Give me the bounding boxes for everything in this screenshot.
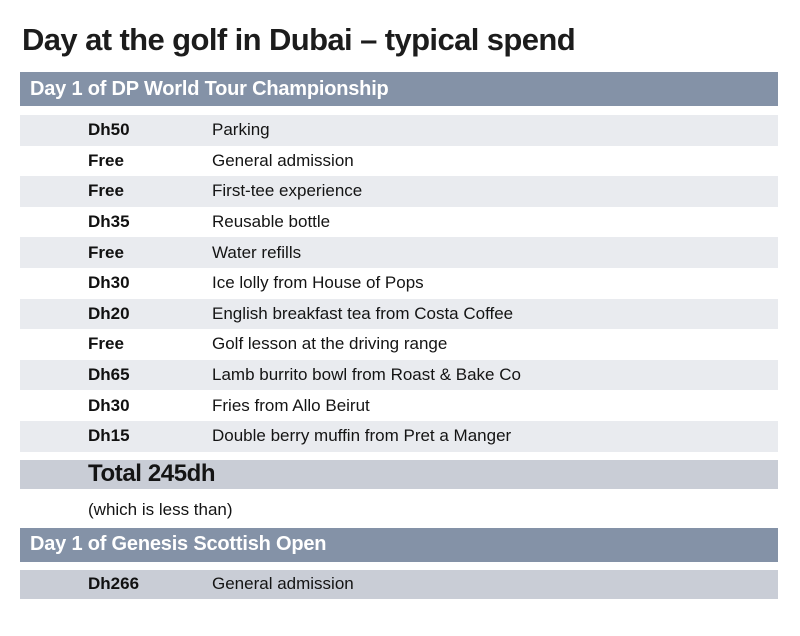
price-cell: Free	[88, 181, 124, 201]
table-row: Dh15 Double berry muffin from Pret a Mang…	[20, 420, 778, 452]
table-row: Free Golf lesson at the driving range	[20, 329, 778, 360]
page-title: Day at the golf in Dubai – typical spend	[22, 22, 576, 57]
price-cell: Dh65	[88, 365, 130, 385]
price-cell: Dh30	[88, 273, 130, 293]
price-cell: Dh30	[88, 395, 130, 415]
comparison-note: (which is less than)	[88, 499, 233, 519]
price-cell: Dh35	[88, 212, 130, 232]
total-label: Total 245dh	[88, 460, 216, 488]
total-row: Total 245dh	[20, 459, 778, 489]
item-cell: Water refills	[212, 242, 302, 262]
table-row: Dh35 Reusable bottle	[20, 206, 778, 238]
price-cell: Free	[88, 242, 124, 262]
price-cell: Free	[88, 334, 124, 354]
price-cell: Dh50	[88, 120, 130, 140]
spend-table: Day 1 of DP World Tour Championship Dh50…	[20, 72, 778, 599]
item-cell: Ice lolly from House of Pops	[212, 273, 424, 293]
item-cell: Lamb burrito bowl from Roast & Bake Co	[212, 365, 521, 385]
table-row: Dh30 Fries from Allo Beirut	[20, 390, 778, 421]
section-header-scottish-open: Day 1 of Genesis Scottish Open	[20, 527, 778, 562]
table-row: Free First-tee experience	[20, 176, 778, 207]
item-cell: General admission	[212, 150, 354, 170]
price-cell: Dh20	[88, 303, 130, 323]
price-cell: Dh266	[88, 574, 140, 594]
price-cell: Dh15	[88, 426, 130, 446]
section-rows-dp-world-tour: Dh50 Parking Free General admission Free Firs…	[20, 115, 778, 452]
section-rows-scottish-open: Dh266 General admission	[20, 569, 778, 599]
price-cell: Free	[88, 150, 124, 170]
table-row: Dh65 Lamb burrito bowl from Roast & Bake …	[20, 359, 778, 391]
item-cell: Double berry muffin from Pret a Manger	[212, 426, 512, 446]
section-header-dp-world-tour: Day 1 of DP World Tour Championship	[20, 72, 778, 106]
table-row: Dh266 General admission	[20, 569, 778, 599]
item-cell: General admission	[212, 574, 354, 594]
item-cell: Golf lesson at the driving range	[212, 334, 448, 354]
table-row: Free General admission	[20, 145, 778, 177]
item-cell: Parking	[212, 120, 270, 140]
table-row: Free Water refills	[20, 237, 778, 268]
table-row: Dh30 Ice lolly from House of Pops	[20, 267, 778, 299]
table-row: Dh20 English breakfast tea from Costa Cof…	[20, 298, 778, 330]
table-row: Dh50 Parking	[20, 115, 778, 146]
item-cell: Fries from Allo Beirut	[212, 395, 370, 415]
item-cell: Reusable bottle	[212, 212, 331, 232]
item-cell: First-tee experience	[212, 181, 363, 201]
item-cell: English breakfast tea from Costa Coffee	[212, 303, 514, 323]
